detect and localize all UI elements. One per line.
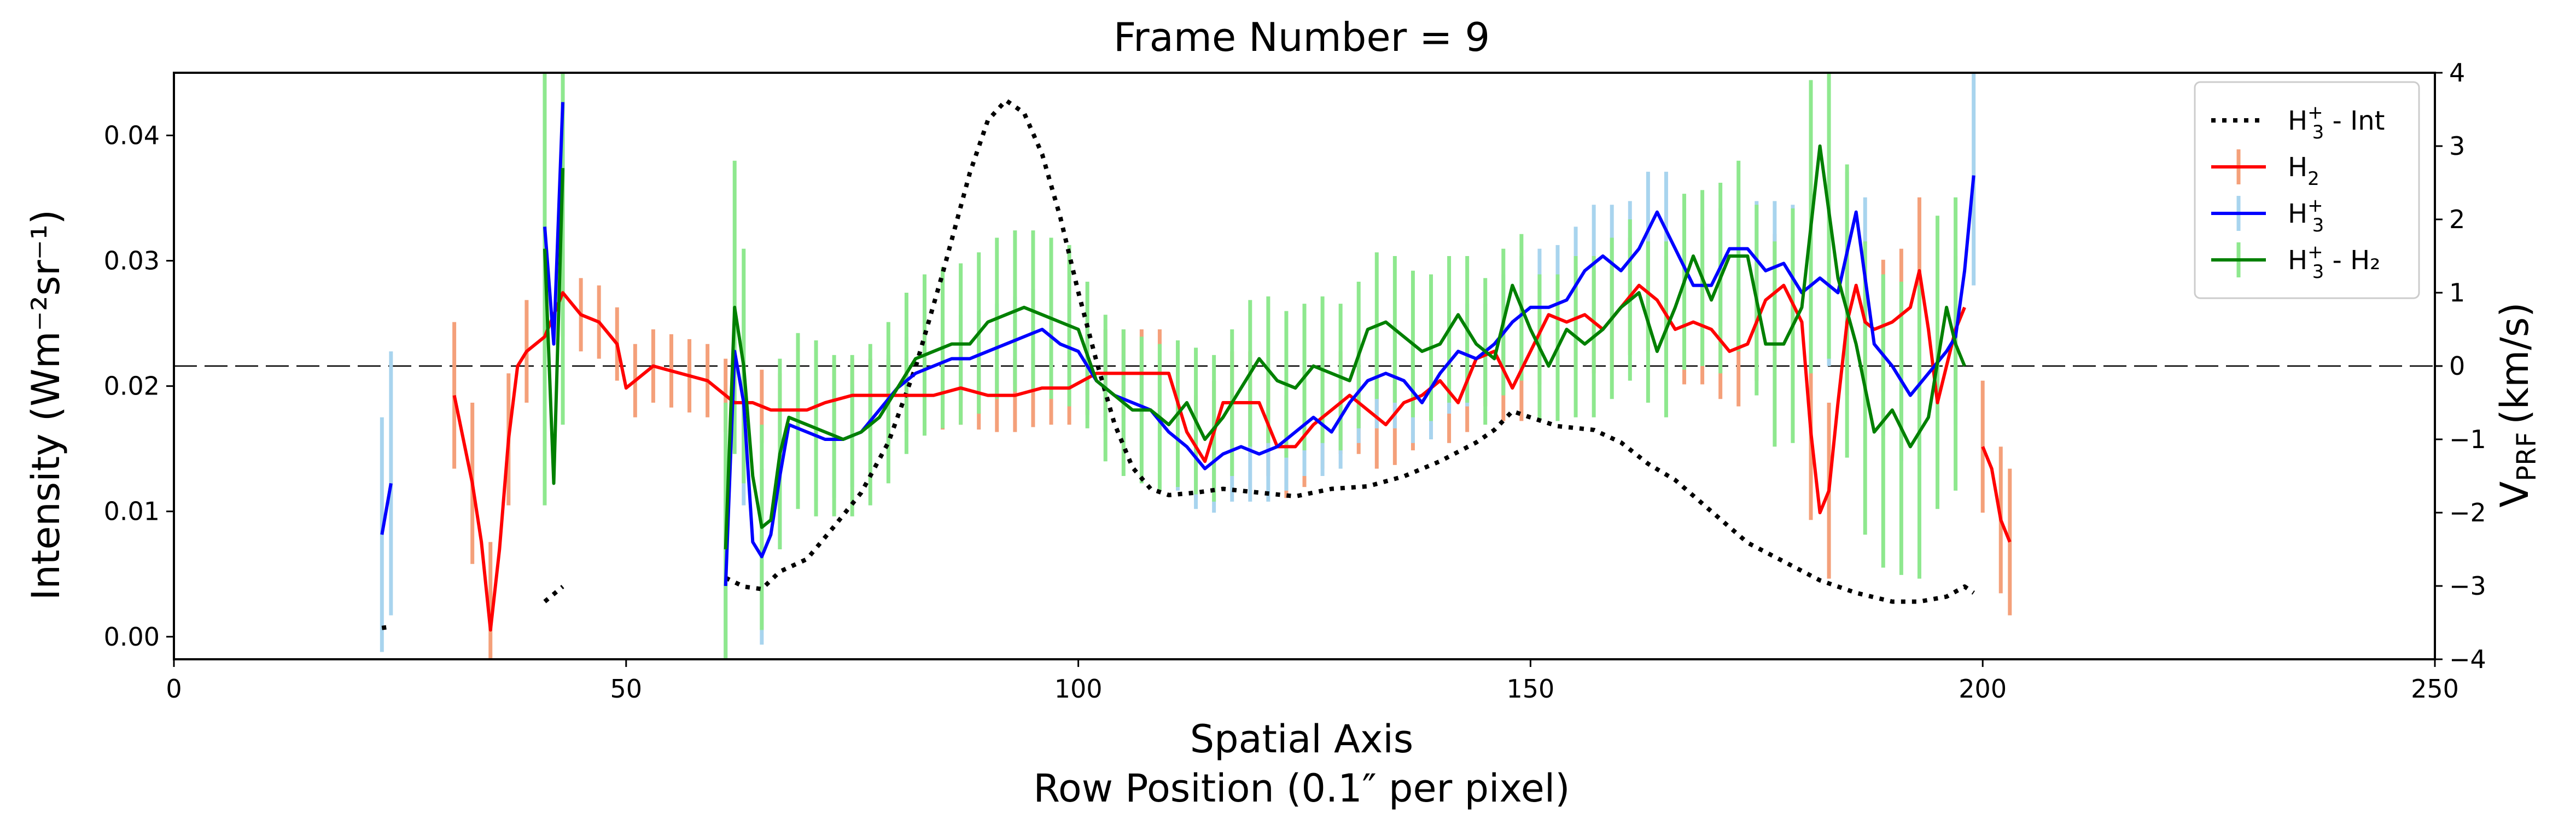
series-line-h2 [1981,446,2012,543]
series-line-layer [380,98,2012,632]
x-tick-label: 0 [166,674,182,704]
y-right-tick-label: 0 [2449,351,2465,381]
y-right-axis-label-unit: (km/s) [2492,302,2537,424]
y-left-axis-label: Intensity (Wm⁻²sr⁻¹) [24,210,68,600]
series-line-h3-h2 [724,144,1966,550]
y-right-tick-label: −4 [2449,645,2486,674]
legend-label: H2 [2288,152,2319,190]
series-line-h2 [452,269,1966,632]
chart-title: Frame Number = 9 [1114,14,1490,60]
y-right-tick-label: −3 [2449,571,2486,601]
legend-item: H+ 3 [2211,195,2324,236]
y-right-tick-label: 3 [2449,131,2465,161]
y-right-axis-label-main: V [2492,481,2537,508]
x-axis-ticks: 0 50 100 150 200 250 [166,659,2459,704]
y-right-tick-label: 2 [2449,205,2465,234]
legend: H+ 3 - Int H2 H+ 3 H+ 3 - H₂ [2194,81,2420,299]
legend-item: H2 [2211,149,2319,190]
y-left-axis-ticks: 0.00 0.01 0.02 0.03 0.04 [104,121,174,652]
x-axis-label: Spatial Axis [1190,717,1413,762]
y-right-axis-label-sub: PRF [2511,432,2542,481]
series-line-h3- [380,483,393,535]
legend-item: H+ 3 - H₂ [2211,241,2380,283]
x-tick-label: 150 [1506,674,1554,704]
series-line-h3-int [381,624,392,630]
x-tick-label: 100 [1054,674,1103,704]
x-tick-label: 200 [1959,674,2007,704]
x-tick-label: 50 [610,674,643,704]
y-left-tick-label: 0.03 [104,246,160,276]
legend-label: H+ 3 - H₂ [2288,241,2380,283]
legend-label: H+ 3 [2288,195,2324,236]
x-tick-label: 250 [2411,674,2459,704]
y-left-tick-label: 0.01 [104,497,160,526]
legend-label: H+ 3 - Int [2288,102,2385,143]
x-axis-label-secondary: Row Position (0.1″ per pixel) [1033,766,1570,811]
y-right-axis-label: VPRF (km/s) [2492,302,2542,507]
legend-item: H+ 3 - Int [2211,102,2385,143]
y-left-tick-label: 0.02 [104,371,160,401]
y-right-tick-label: 1 [2449,278,2465,307]
y-right-tick-label: 4 [2449,58,2465,88]
legend-box [2194,81,2420,299]
series-line-h3- [543,102,564,346]
y-left-tick-label: 0.00 [104,622,160,652]
y-right-tick-label: −2 [2449,498,2486,527]
series-line-h3-h2 [543,168,564,485]
y-left-tick-label: 0.04 [104,121,160,150]
series-line-h3- [724,175,1975,587]
y-right-axis-ticks: −4 −3 −2 −1 0 1 2 3 4 [2435,58,2486,674]
y-right-tick-label: −1 [2449,425,2486,454]
series-line-h3-int [543,585,564,603]
